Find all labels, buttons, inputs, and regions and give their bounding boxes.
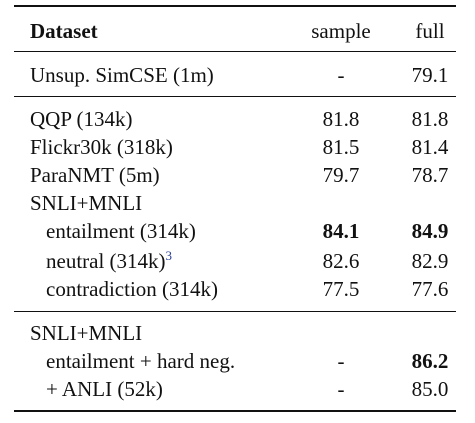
row-dataset: Flickr30k (318k) — [30, 135, 173, 159]
row-full: 79.1 — [411, 63, 449, 87]
row-sample: - — [337, 349, 345, 373]
row-dataset: QQP (134k) — [30, 107, 133, 131]
section-rule — [14, 96, 456, 97]
row-full: 86.2 — [411, 349, 449, 373]
table-row: ParaNMT (5m) 79.7 78.7 — [0, 161, 475, 189]
table-row-group-heading: SNLI+MNLI — [0, 189, 475, 217]
header-full: full — [415, 19, 445, 43]
row-dataset: entailment + hard neg. — [46, 349, 236, 373]
row-full: 78.7 — [411, 163, 449, 187]
table-row: entailment (314k) 84.1 84.9 — [0, 217, 475, 245]
row-dataset: neutral (314k) — [46, 249, 166, 273]
header-sample: sample — [311, 19, 371, 43]
bottom-rule — [14, 410, 456, 412]
table-row: entailment + hard neg. - 86.2 — [0, 347, 475, 375]
row-full: 84.9 — [411, 219, 449, 243]
table-row: neutral (314k)3 82.6 82.9 — [0, 247, 475, 275]
row-sample: 82.6 — [322, 249, 360, 273]
header-rule — [14, 51, 456, 52]
row-sample: - — [337, 377, 345, 401]
row-dataset: Unsup. SimCSE (1m) — [30, 63, 214, 87]
row-full: 85.0 — [411, 377, 449, 401]
row-sample: 81.8 — [322, 107, 360, 131]
row-full: 82.9 — [411, 249, 449, 273]
row-sample: 81.5 — [322, 135, 360, 159]
row-dataset: contradiction (314k) — [46, 277, 219, 301]
row-sample: 79.7 — [322, 163, 360, 187]
row-dataset: SNLI+MNLI — [30, 191, 143, 215]
row-sample: - — [337, 63, 345, 87]
table-row: Flickr30k (318k) 81.5 81.4 — [0, 133, 475, 161]
row-dataset: + ANLI (52k) — [46, 377, 163, 401]
row-full: 81.8 — [411, 107, 449, 131]
table-row: QQP (134k) 81.8 81.8 — [0, 105, 475, 133]
table-row: Unsup. SimCSE (1m) - 79.1 — [0, 61, 475, 89]
section-rule — [14, 311, 456, 312]
table-row: + ANLI (52k) - 85.0 — [0, 375, 475, 403]
row-full: 81.4 — [411, 135, 449, 159]
row-full: 77.6 — [411, 277, 449, 301]
row-dataset-with-footnote: neutral (314k)3 — [46, 247, 172, 275]
top-rule — [14, 5, 456, 7]
row-dataset: SNLI+MNLI — [30, 321, 143, 345]
row-dataset: ParaNMT (5m) — [30, 163, 160, 187]
row-dataset: entailment (314k) — [46, 219, 196, 243]
header-dataset: Dataset — [30, 19, 98, 43]
row-sample: 84.1 — [322, 219, 360, 243]
row-sample: 77.5 — [322, 277, 360, 301]
header-row: Dataset sample full — [0, 17, 475, 45]
table-row: contradiction (314k) 77.5 77.6 — [0, 275, 475, 303]
table-row-group-heading: SNLI+MNLI — [0, 319, 475, 347]
footnote-marker: 3 — [165, 248, 173, 263]
